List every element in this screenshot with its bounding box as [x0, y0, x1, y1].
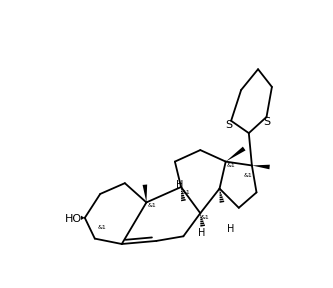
Text: &1: &1 — [147, 203, 156, 208]
Text: S: S — [225, 120, 232, 130]
Text: &1: &1 — [226, 163, 235, 168]
Text: &1: &1 — [243, 173, 252, 178]
Polygon shape — [81, 216, 85, 220]
Text: HO: HO — [65, 214, 82, 224]
Text: S: S — [263, 117, 270, 126]
Text: H: H — [176, 180, 183, 190]
Text: H: H — [198, 228, 205, 238]
Polygon shape — [226, 147, 245, 162]
Text: H: H — [227, 224, 235, 234]
Polygon shape — [252, 165, 270, 169]
Text: &1: &1 — [201, 215, 210, 219]
Text: &1: &1 — [182, 190, 190, 195]
Text: &1: &1 — [98, 225, 107, 230]
Polygon shape — [143, 185, 147, 202]
